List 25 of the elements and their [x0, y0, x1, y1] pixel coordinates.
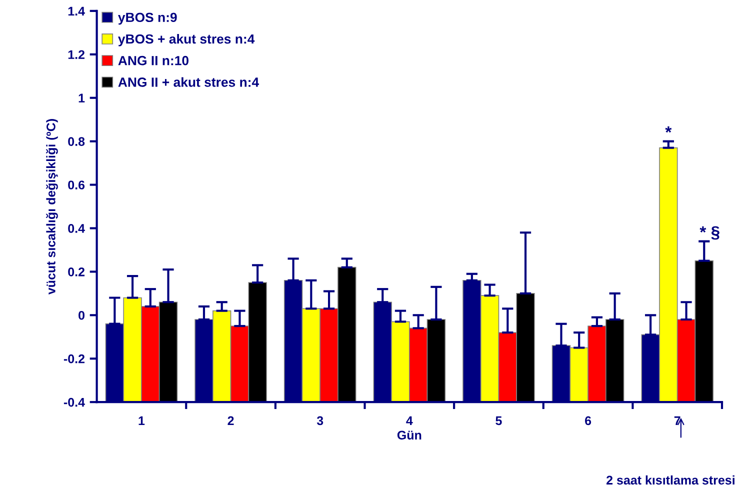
y-tick-label: 0.4 — [68, 224, 85, 233]
x-tick-label: 2 — [228, 416, 234, 426]
y-tick-label: -0.2 — [64, 354, 85, 364]
y-tick-label: 1 — [78, 94, 85, 102]
annotation: * § — [700, 226, 720, 240]
y-tick-label: 0.2 — [68, 267, 85, 276]
y-tick-label: 0.6 — [68, 180, 85, 190]
y-axis-title: vücut sıcaklığı değişikliği (ºC) — [46, 119, 58, 295]
annotation: * — [665, 126, 672, 133]
legend-label: ANG II + akut stres n:4 — [118, 77, 259, 87]
legend-label: yBOS + akut stres n:4 — [118, 34, 255, 46]
legend-label: ANG II n:10 — [118, 56, 188, 66]
x-tick-label: 4 — [406, 416, 413, 426]
x-axis-title: Gün — [397, 430, 422, 440]
y-tick-label: 0 — [78, 310, 84, 320]
y-tick-label: -0.4 — [64, 398, 85, 407]
y-tick-label: 1.4 — [68, 6, 85, 16]
text: 2 saat kısıtlama stresi — [606, 475, 734, 485]
y-tick-label: 1.2 — [68, 50, 85, 59]
x-tick-label: 5 — [496, 416, 502, 426]
x-tick-label: 6 — [585, 416, 592, 426]
y-tick-label: 0.8 — [68, 137, 85, 146]
x-tick-label: 1 — [138, 416, 145, 426]
x-tick-label: 3 — [316, 416, 324, 426]
legend-label: yBOS n:9 — [118, 12, 177, 25]
